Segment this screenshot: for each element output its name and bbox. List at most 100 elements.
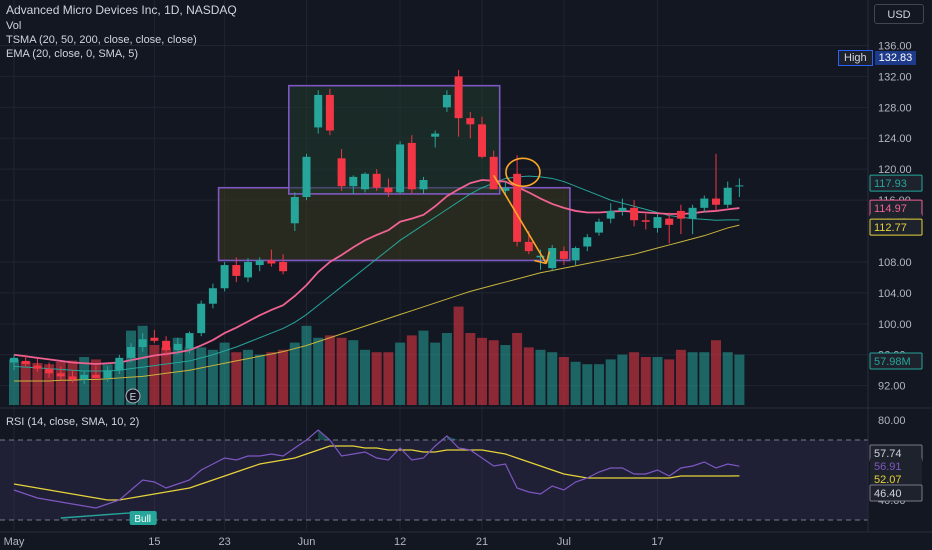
candle-body [150,337,159,341]
candle-body [33,365,42,369]
volume-bar [114,361,125,405]
candle-body [419,180,428,190]
volume-bar [32,363,43,405]
candle-body [688,207,697,219]
volume-bar [734,354,745,405]
candle-body [267,260,276,264]
earnings-icon-label: E [130,392,137,403]
volume-value-tag-box [869,352,923,370]
volume-bar [664,359,675,405]
candle-body [431,133,440,137]
price-tick-label: 92.00 [878,381,906,393]
candlestick-series [10,69,744,385]
time-tick-label: Jun [298,536,316,548]
sma-slow-value-tag-box [869,218,923,236]
candle-body [712,198,720,205]
price-tick-label: 132.00 [878,71,912,83]
candle-body [442,94,451,108]
candle-body [665,218,674,225]
volume-bar [477,337,487,405]
volume-bar [617,354,628,405]
candle-body [606,210,615,219]
currency-button[interactable]: USD [874,4,924,24]
rsi-upper-value-tag: 57.74 [874,448,902,460]
volume-bar [207,349,218,405]
candle-body [630,207,639,221]
volume-bar [278,349,289,405]
volume-bar [441,333,452,405]
volume-bar [500,345,511,405]
candle-body [208,288,217,304]
volume-value-tag: 57.98M [874,356,911,368]
volume-bar [582,364,593,405]
candle-body [197,303,206,334]
volume-bar [558,357,569,405]
ema-legend[interactable]: EMA (20, close, 0, SMA, 5) [6,48,139,60]
candle-body [279,261,288,272]
volume-bar [383,352,394,405]
volume-legend[interactable]: Vol [6,20,22,32]
volume-bar [699,352,710,405]
volume-bar [184,347,195,405]
volume-bar [336,337,347,405]
volume-bar [512,333,523,405]
sma-slow-value-tag: 112.77 [874,222,907,234]
candle-body [103,370,112,378]
candle-body [185,333,194,349]
volume-bars [9,306,745,405]
volume-bar [324,335,335,405]
high-marker: High 132.83 [838,50,917,66]
volume-bar [547,352,558,405]
candle-body [700,198,709,208]
volume-bar [535,349,546,405]
volume-bar [161,347,172,405]
volume-bar [465,333,476,405]
volume-bar [722,352,733,405]
candle-body [220,265,229,289]
down-arrow-head-right [545,251,551,264]
down-arrow-head-left [534,259,547,265]
volume-bar [711,340,721,405]
volume-bar [9,359,19,405]
rsi-ma-line [13,445,740,501]
rsi-value-tag: 56.91 [874,461,902,473]
volume-bar [371,352,382,405]
volume-bar [605,359,616,405]
volume-bar [348,340,359,405]
candle-body [127,347,135,358]
volume-bar [219,342,230,405]
candle-body [559,251,568,259]
candle-body [407,142,416,190]
volume-bar [266,352,277,405]
volume-bar [629,352,640,405]
tsma-legend[interactable]: TSMA (20, 50, 200, close, close, close) [6,34,197,46]
symbol-legend[interactable]: Advanced Micro Devices Inc, 1D, NASDAQ [6,3,237,17]
candle-body [513,173,522,242]
candle-body [68,376,77,380]
volume-bar [243,349,253,405]
candle-body [337,158,346,187]
volume-bar [395,342,406,405]
volume-bar [196,347,207,405]
candle-body [548,248,557,269]
candle-body [314,94,323,128]
price-tick-label: 128.00 [878,102,912,114]
volume-bar [254,354,265,405]
candle-body [583,237,592,247]
time-tick-label: Jul [557,536,571,548]
candle-body [372,173,381,188]
candle-body [653,217,662,228]
price-tick-label: 124.00 [878,133,912,145]
candle-body [735,185,744,187]
rsi-legend[interactable]: RSI (14, close, SMA, 10, 2) [6,416,140,428]
volume-bar [418,330,429,405]
volume-bar [231,352,242,405]
ema-value-tag: 114.97 [874,203,907,215]
time-tick-label: 23 [218,536,230,548]
bull-divergence-line [60,511,143,519]
volume-bar [289,342,300,405]
price-tick-label: 120.00 [878,164,912,176]
volume-bar [313,337,324,405]
